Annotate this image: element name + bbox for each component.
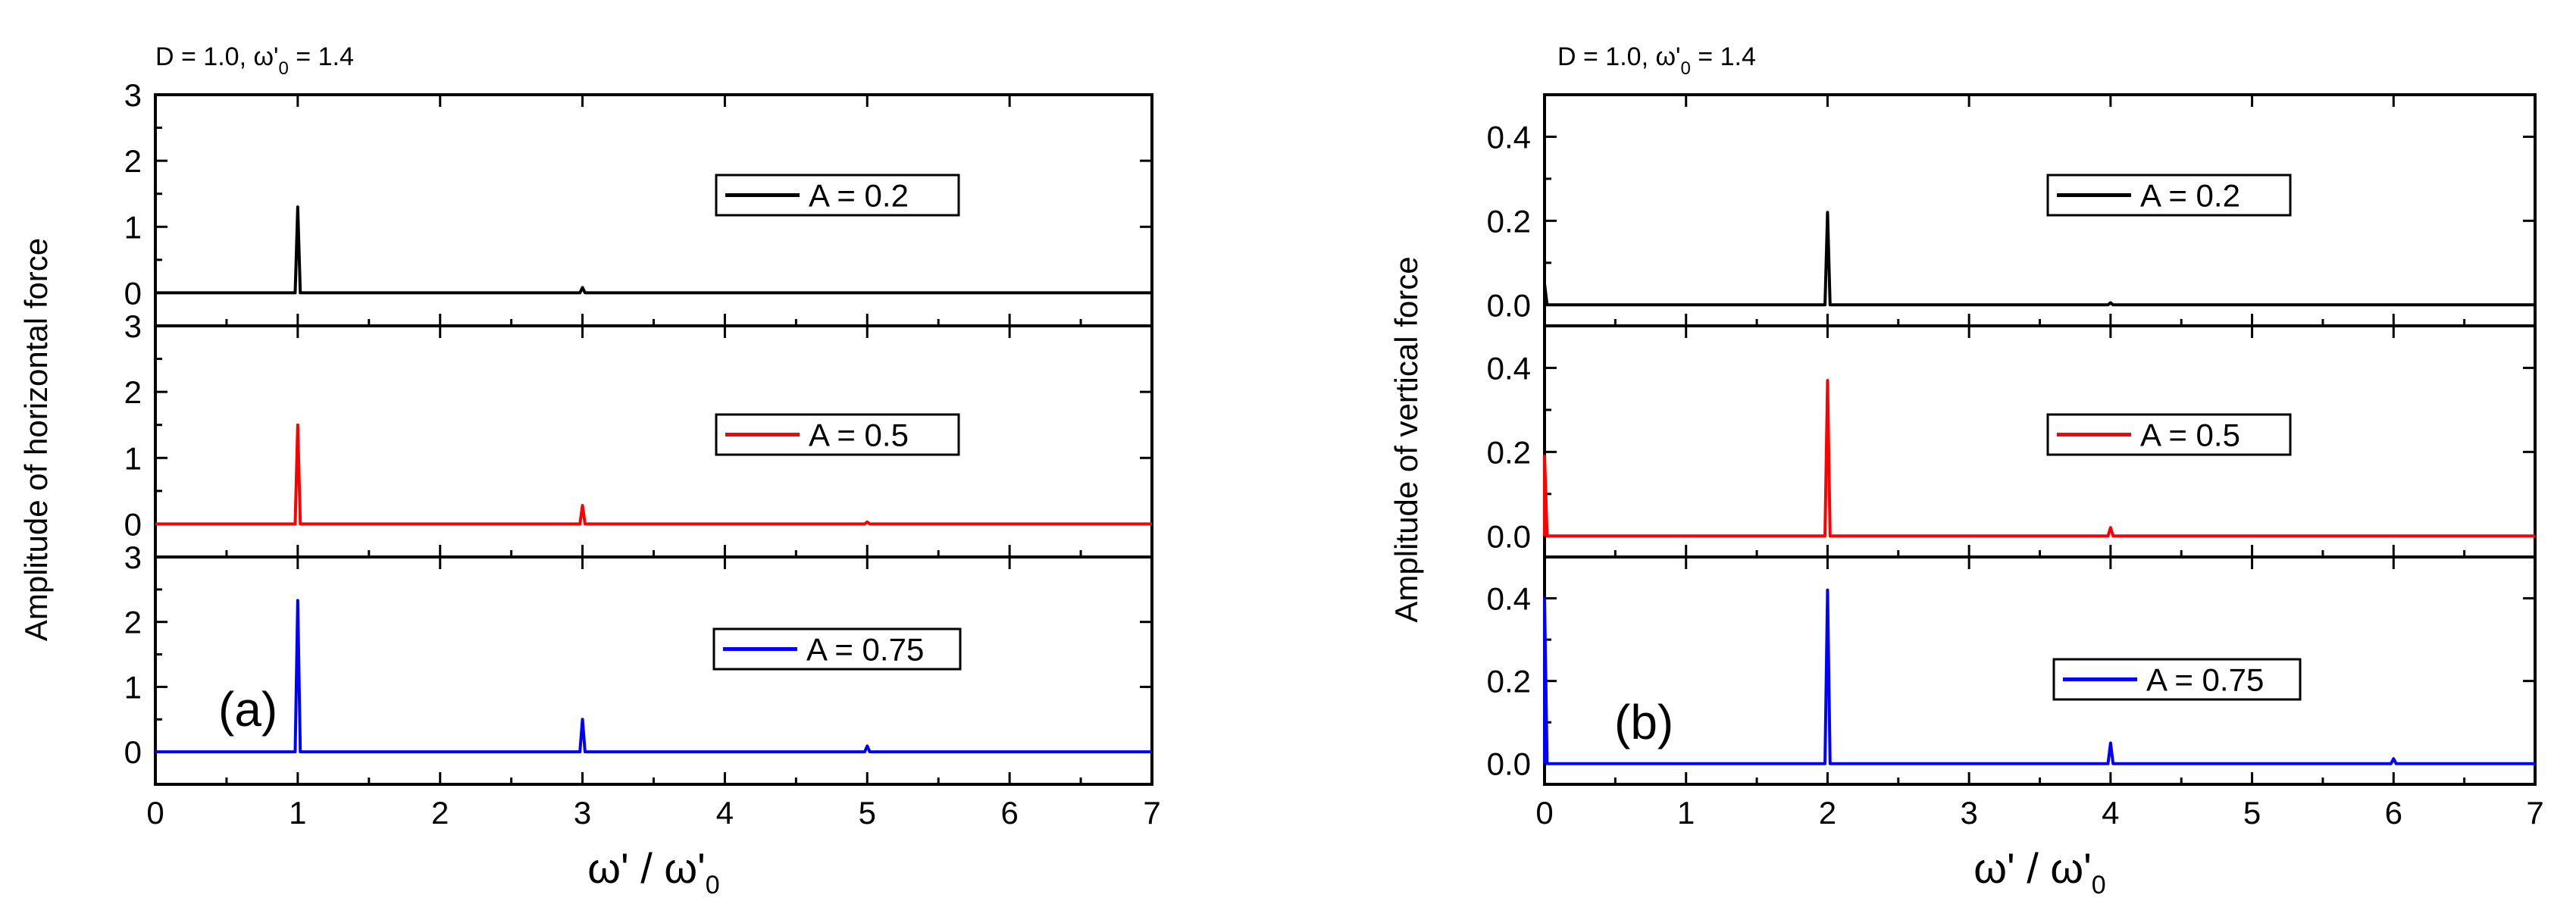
legend-label: A = 0.2 bbox=[809, 178, 909, 214]
header-part: 0 bbox=[279, 58, 289, 79]
header-part: = 1.4 bbox=[289, 42, 354, 71]
header-part: D = 1.0, ω' bbox=[155, 42, 279, 71]
subplot-frame bbox=[154, 555, 1153, 786]
legend-label: A = 0.5 bbox=[809, 418, 909, 453]
series-line bbox=[155, 599, 1152, 754]
y-tick-label: 0.2 bbox=[1487, 203, 1531, 239]
header-part: D = 1.0, ω' bbox=[1557, 42, 1681, 71]
series-line bbox=[1543, 379, 2535, 538]
legend-label: A = 0.75 bbox=[806, 632, 924, 668]
x-axis-label-sub: 0 bbox=[706, 871, 720, 900]
y-axis-label: Amplitude of horizontal force bbox=[18, 238, 54, 641]
y-tick-label: 3 bbox=[124, 308, 142, 344]
y-tick-label: 0.0 bbox=[1487, 746, 1531, 782]
series-line bbox=[155, 423, 1152, 526]
x-tick-label: 1 bbox=[1677, 795, 1695, 831]
x-tick-label: 2 bbox=[1819, 795, 1836, 831]
header-text: D = 1.0, ω'0 = 1.4 bbox=[155, 42, 354, 79]
x-tick-label: 3 bbox=[1960, 795, 1977, 831]
x-tick-label: 2 bbox=[431, 795, 449, 831]
header-part: 0 bbox=[1681, 58, 1691, 79]
y-tick-label: 1 bbox=[124, 440, 142, 476]
series-line bbox=[155, 205, 1152, 295]
subplot-frame bbox=[1543, 324, 2537, 558]
panel-b: 0.0 0.2 0.4 A = 0.2 0.0 0.2 0.4 A = 0.5 0.0 0.2 0.… bbox=[1388, 42, 2544, 900]
y-tick-label: 0 bbox=[124, 506, 142, 542]
panel-label: (b) bbox=[1614, 695, 1673, 749]
x-tick-label: 5 bbox=[859, 795, 876, 831]
header-text: D = 1.0, ω'0 = 1.4 bbox=[1557, 42, 1756, 79]
x-tick-label: 5 bbox=[2243, 795, 2261, 831]
y-tick-label: 2 bbox=[124, 143, 142, 179]
series-line bbox=[1543, 211, 2535, 307]
x-axis-label: ω' / ω'0 bbox=[1973, 844, 2105, 900]
y-tick-label: 0.4 bbox=[1487, 119, 1531, 155]
panel-label: (a) bbox=[218, 682, 277, 737]
x-tick-label: 0 bbox=[146, 795, 164, 831]
x-tick-label: 1 bbox=[289, 795, 306, 831]
y-tick-label: 0.0 bbox=[1487, 518, 1531, 554]
y-tick-label: 0 bbox=[124, 734, 142, 770]
x-tick-label: 6 bbox=[1000, 795, 1018, 831]
y-tick-label: 0.2 bbox=[1487, 664, 1531, 699]
x-tick-label: 3 bbox=[574, 795, 591, 831]
subplot-frame bbox=[154, 324, 1153, 558]
y-tick-label: 0.2 bbox=[1487, 434, 1531, 470]
y-tick-label: 1 bbox=[124, 209, 142, 245]
x-axis-label-sub: 0 bbox=[2092, 871, 2106, 900]
x-axis-label: ω' / ω'0 bbox=[587, 844, 719, 900]
x-tick-label: 0 bbox=[1535, 795, 1553, 831]
y-tick-label: 3 bbox=[124, 540, 142, 575]
subplot-frame bbox=[154, 93, 1153, 327]
y-tick-label: 0.4 bbox=[1487, 350, 1531, 386]
y-tick-label: 3 bbox=[124, 77, 142, 113]
y-tick-label: 0 bbox=[124, 275, 142, 311]
x-axis-label-main: ω' / ω' bbox=[1973, 844, 2092, 892]
x-tick-label: 4 bbox=[716, 795, 734, 831]
legend-label: A = 0.75 bbox=[2146, 662, 2264, 698]
x-tick-label: 7 bbox=[1143, 795, 1160, 831]
y-tick-label: 0.4 bbox=[1487, 581, 1531, 617]
x-tick-label: 4 bbox=[2102, 795, 2119, 831]
y-tick-label: 2 bbox=[124, 605, 142, 640]
y-axis-label: Amplitude of vertical force bbox=[1388, 256, 1424, 622]
header-part: = 1.4 bbox=[1691, 42, 1756, 71]
y-tick-label: 0.0 bbox=[1487, 287, 1531, 323]
y-tick-label: 2 bbox=[124, 374, 142, 410]
legend-label: A = 0.2 bbox=[2140, 178, 2240, 214]
legend-label: A = 0.5 bbox=[2140, 418, 2240, 453]
subplot-frame bbox=[1543, 93, 2537, 327]
subplot-frame bbox=[1543, 555, 2537, 786]
series-line bbox=[1543, 588, 2535, 765]
x-axis-label-main: ω' / ω' bbox=[587, 844, 706, 892]
x-tick-label: 6 bbox=[2385, 795, 2402, 831]
panel-a: 0 1 2 3 A = 0.2 0 1 2 3 A = 0.5 0 1 2 3 A = 0.75 0 1 2 3 4 5… bbox=[18, 42, 1161, 900]
y-tick-label: 1 bbox=[124, 669, 142, 705]
x-tick-label: 7 bbox=[2526, 795, 2543, 831]
